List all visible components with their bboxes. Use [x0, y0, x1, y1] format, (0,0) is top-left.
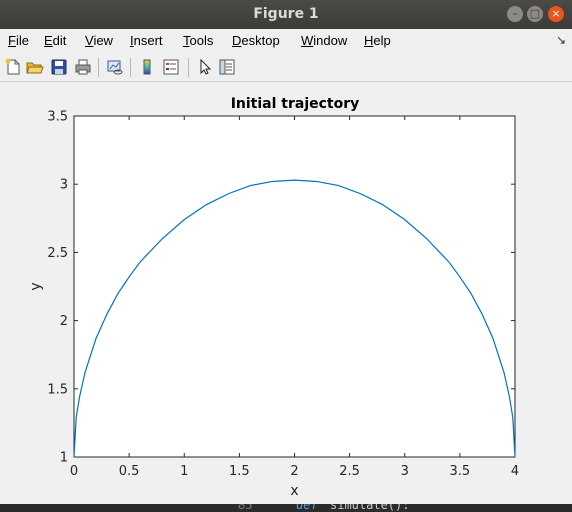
menu-bar: File Edit View Insert Tools Desktop Wind… [0, 29, 572, 53]
y-tick-label: 2.5 [47, 246, 68, 261]
menu-insert-label: nsert [134, 33, 163, 48]
print-button[interactable] [74, 58, 92, 76]
menu-file-label: ile [16, 33, 29, 48]
figure-toolbar [0, 53, 572, 82]
menu-desktop-label: esktop [241, 33, 279, 48]
minimize-icon: – [512, 7, 518, 20]
menu-file[interactable]: File [8, 33, 29, 48]
x-tick-label: 0.5 [119, 464, 140, 479]
new-figure-button[interactable] [4, 58, 22, 76]
insert-legend-button[interactable] [162, 58, 180, 76]
property-editor-icon [218, 58, 236, 76]
toolbar-separator [130, 58, 131, 77]
link-plot-button[interactable] [106, 58, 124, 76]
y-tick-label: 3.5 [47, 110, 68, 125]
x-tick-label: 4 [511, 464, 519, 479]
y-tick-label: 1 [60, 451, 68, 466]
save-icon [50, 58, 68, 76]
y-tick-label: 1.5 [47, 382, 68, 397]
menu-insert[interactable]: Insert [130, 33, 163, 48]
print-icon [74, 58, 92, 76]
maximize-button[interactable]: □ [527, 6, 543, 22]
menu-view[interactable]: View [85, 33, 113, 48]
title-bar[interactable]: Figure 1 – □ × [0, 0, 572, 29]
menu-help-mnemonic: H [364, 33, 373, 48]
dock-arrow-icon[interactable]: ↘ [556, 33, 566, 47]
x-tick-label: 2 [290, 464, 298, 479]
menu-tools[interactable]: Tools [183, 33, 213, 48]
close-icon: × [551, 7, 560, 20]
pointer-icon [196, 58, 214, 76]
menu-desktop-mnemonic: D [232, 33, 241, 48]
x-tick-label: 1 [180, 464, 188, 479]
figure-canvas: Initial trajectory 0 0.5 1 1.5 2 2.5 3 3.5 4 1 1.5… [0, 82, 572, 504]
menu-help[interactable]: Help [364, 33, 391, 48]
open-file-button[interactable] [26, 58, 44, 76]
menu-desktop[interactable]: Desktop [232, 33, 280, 48]
open-file-icon [26, 58, 44, 76]
menu-edit[interactable]: Edit [44, 33, 66, 48]
toolbar-separator [98, 58, 99, 77]
menu-window-label: indow [313, 33, 347, 48]
x-tick-label: 0 [70, 464, 78, 479]
menu-edit-mnemonic: E [44, 33, 53, 48]
y-tick-label: 2 [60, 314, 68, 329]
menu-help-label: elp [373, 33, 390, 48]
maximize-icon: □ [530, 7, 540, 20]
edit-plot-button[interactable] [196, 58, 214, 76]
colorbar-icon [138, 58, 156, 76]
menu-window-mnemonic: W [301, 33, 313, 48]
menu-edit-label: dit [53, 33, 67, 48]
menu-tools-label: ools [190, 33, 214, 48]
window-title: Figure 1 [0, 0, 572, 29]
new-figure-icon [4, 58, 22, 76]
menu-window[interactable]: Window [301, 33, 347, 48]
save-button[interactable] [50, 58, 68, 76]
insert-colorbar-button[interactable] [138, 58, 156, 76]
property-editor-button[interactable] [218, 58, 236, 76]
link-plot-icon [106, 58, 124, 76]
x-tick-label: 3 [401, 464, 409, 479]
trajectory-chart[interactable]: Initial trajectory 0 0.5 1 1.5 2 2.5 3 3.5 4 1 1.5… [0, 82, 572, 504]
x-tick-label: 3.5 [450, 464, 471, 479]
x-axis-label: x [290, 483, 298, 499]
x-tick-label: 2.5 [339, 464, 360, 479]
legend-icon [162, 58, 180, 76]
plot-axes[interactable] [74, 116, 515, 457]
menu-file-mnemonic: F [8, 33, 16, 48]
toolbar-separator [188, 58, 189, 77]
chart-title: Initial trajectory [231, 96, 360, 112]
x-tick-label: 1.5 [229, 464, 250, 479]
close-button[interactable]: × [548, 6, 564, 22]
minimize-button[interactable]: – [507, 6, 523, 22]
y-tick-label: 3 [60, 178, 68, 193]
y-axis-label: y [28, 282, 44, 290]
menu-view-label: iew [93, 33, 113, 48]
